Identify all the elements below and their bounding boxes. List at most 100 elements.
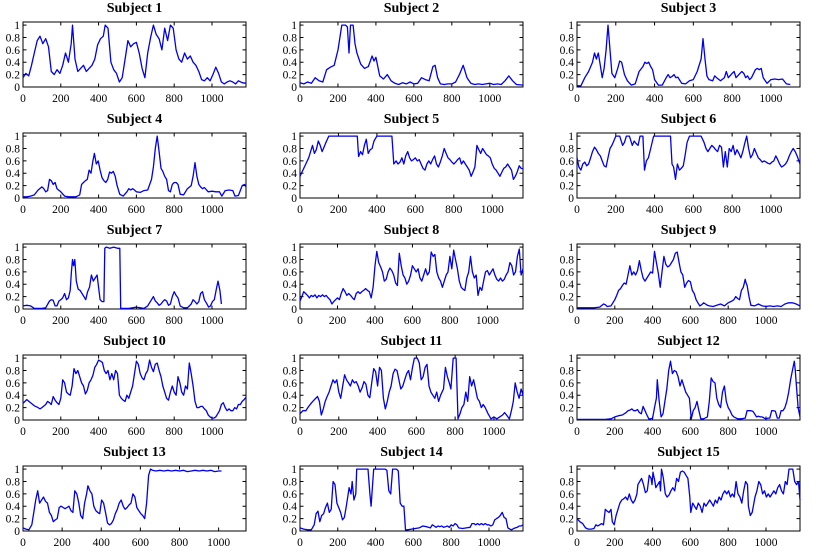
y-tick-label: 0.8	[560, 32, 575, 44]
x-tick-label: 200	[329, 537, 347, 549]
x-tick-label: 0	[20, 315, 26, 327]
y-tick-label: 0.4	[6, 168, 21, 180]
data-line	[22, 246, 223, 310]
x-tick-label: 1000	[207, 537, 230, 549]
y-tick-label: 0.8	[6, 32, 21, 44]
data-line	[299, 468, 524, 531]
x-tick-label: 400	[369, 426, 387, 438]
y-tick-label: 0.4	[6, 279, 21, 291]
x-tick-label: 0	[297, 93, 303, 105]
x-tick-label: 800	[166, 426, 184, 438]
y-tick-label: 0.6	[283, 489, 298, 501]
x-tick-label: 200	[52, 204, 70, 216]
x-tick-label: 0	[574, 93, 580, 105]
subplot-subject-12: Subject 12 0 200 400 600 800 1000 0 0.2 0.4 0.6 0.8…	[554, 333, 830, 444]
x-tick-label: 600	[405, 537, 423, 549]
y-tick-label: 0.6	[6, 156, 21, 168]
x-tick-label: 1000	[478, 93, 501, 105]
subplot-title: Subject 8	[383, 223, 440, 238]
data-line	[577, 24, 791, 87]
x-tick-label: 200	[329, 93, 347, 105]
y-tick-label: 0.8	[6, 476, 21, 488]
y-tick-label: 0.4	[283, 501, 298, 513]
subplot-title: Subject 15	[657, 445, 720, 460]
y-tick-label: 0.8	[283, 476, 298, 488]
y-tick-label: 1	[14, 20, 20, 32]
x-tick-label: 1000	[754, 315, 777, 327]
subplot-subject-14: Subject 14 0 200 400 600 800 1000 0 0.2 0.4 0.6 0.8…	[277, 444, 554, 555]
x-tick-label: 1000	[754, 426, 777, 438]
x-tick-label: 200	[607, 93, 625, 105]
data-line	[22, 468, 222, 531]
y-tick-label: 0.4	[283, 279, 298, 291]
y-tick-label: 0.8	[283, 365, 298, 377]
y-tick-label: 0.2	[560, 514, 575, 526]
y-tick-label: 1	[568, 353, 574, 365]
subplot-subject-13: Subject 13 0 200 400 600 800 1000 0 0.2 0.4 0.6 0.8…	[0, 444, 277, 555]
y-tick-label: 0.4	[560, 168, 575, 180]
axes-box	[22, 243, 247, 310]
y-tick-label: 0.2	[6, 292, 21, 304]
y-tick-label: 0.6	[283, 45, 298, 57]
x-tick-label: 1000	[477, 537, 500, 549]
subplot-title: Subject 4	[106, 112, 163, 127]
x-tick-label: 1000	[481, 204, 504, 216]
x-tick-label: 200	[52, 426, 70, 438]
x-tick-label: 1000	[482, 426, 505, 438]
x-tick-label: 600	[682, 537, 700, 549]
subplot-title: Subject 1	[106, 1, 163, 16]
y-tick-label: 0.2	[560, 70, 575, 82]
x-tick-label: 0	[20, 204, 26, 216]
data-line	[23, 135, 247, 198]
y-tick-label: 0	[568, 82, 574, 94]
x-tick-label: 800	[720, 426, 738, 438]
x-tick-label: 600	[128, 426, 146, 438]
axes-box	[22, 21, 247, 88]
y-tick-label: 0	[14, 415, 20, 427]
y-tick-label: 0	[291, 193, 297, 205]
x-tick-label: 400	[366, 315, 384, 327]
y-tick-label: 0.2	[283, 70, 298, 82]
y-tick-label: 1	[14, 464, 20, 476]
y-tick-label: 0.2	[283, 514, 298, 526]
y-tick-label: 1	[291, 20, 297, 32]
y-tick-label: 0.2	[6, 181, 21, 193]
subplot-subject-8: Subject 8 0 200 400 600 800 1000 0 0.2 0.4 0.6 0.8 1	[277, 222, 554, 333]
x-tick-label: 200	[53, 537, 71, 549]
x-tick-label: 1000	[200, 204, 223, 216]
x-tick-label: 1000	[759, 93, 782, 105]
axes-box	[576, 243, 801, 310]
y-tick-label: 0	[568, 526, 574, 538]
x-tick-label: 800	[443, 537, 461, 549]
y-tick-label: 0.6	[560, 267, 575, 279]
subplot-title: Subject 9	[660, 223, 717, 238]
x-tick-label: 600	[128, 315, 146, 327]
axes-box	[22, 354, 247, 421]
x-tick-label: 800	[441, 315, 459, 327]
y-tick-label: 0.4	[560, 390, 575, 402]
subplot-title: Subject 3	[660, 1, 717, 16]
x-tick-label: 600	[407, 204, 425, 216]
y-tick-label: 0.8	[283, 143, 298, 155]
subplot-title: Subject 7	[106, 223, 163, 238]
data-line	[22, 359, 247, 419]
x-tick-label: 400	[90, 315, 108, 327]
data-line	[577, 360, 801, 421]
subplot-subject-2: Subject 2 0 200 400 600 800 1000 0 0.2 0.4 0.6 0.8 1	[277, 0, 554, 111]
y-tick-label: 0.4	[560, 501, 575, 513]
x-tick-label: 200	[606, 537, 624, 549]
axes-box	[22, 465, 247, 532]
x-tick-label: 400	[644, 315, 662, 327]
data-line	[22, 24, 247, 85]
subplot-title: Subject 10	[103, 334, 166, 349]
y-tick-label: 1	[14, 242, 20, 254]
y-tick-label: 0.8	[560, 365, 575, 377]
x-tick-label: 400	[644, 426, 662, 438]
